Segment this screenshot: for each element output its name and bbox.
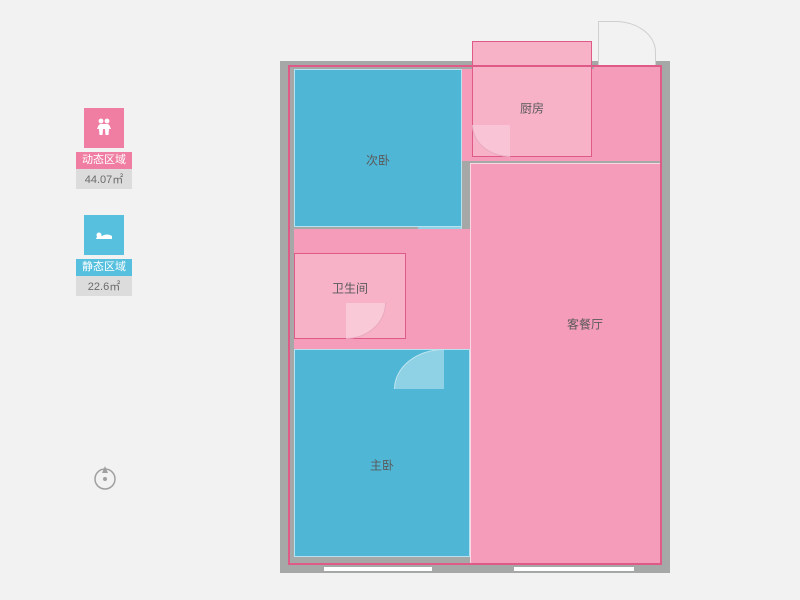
wall-pink-right: [660, 65, 662, 565]
legend-dynamic-icon-box: [84, 108, 124, 148]
window-bottom-left: [324, 567, 432, 571]
legend-item-dynamic: 动态区域 44.07㎡: [76, 108, 132, 189]
room-second-bedroom: 次卧: [294, 69, 462, 227]
wall-pink-top: [288, 65, 662, 67]
wall-pink-left: [288, 65, 290, 565]
entry-hall: [594, 65, 662, 161]
legend-static-label: 静态区域: [76, 259, 132, 276]
bathroom-label: 卫生间: [332, 279, 368, 296]
living-dining-label: 客餐厅: [567, 316, 603, 333]
floorplan-container: 客餐厅 厨房 次卧 卫生间 主卧: [280, 25, 670, 573]
room-living-dining: 客餐厅: [470, 163, 662, 565]
second-bedroom-label: 次卧: [366, 152, 390, 169]
legend-static-icon-box: [84, 215, 124, 255]
wall-pink-bottom: [288, 563, 662, 565]
legend-dynamic-value: 44.07㎡: [76, 169, 132, 189]
entry-door-arc: [598, 21, 656, 65]
master-bedroom-label: 主卧: [370, 457, 394, 474]
sleep-icon: [92, 223, 116, 247]
legend-static-value: 22.6㎡: [76, 276, 132, 296]
legend-item-static: 静态区域 22.6㎡: [76, 215, 132, 296]
legend-dynamic-label: 动态区域: [76, 152, 132, 169]
kitchen-label: 厨房: [520, 100, 544, 117]
window-bottom-right: [514, 567, 634, 571]
people-icon: [92, 116, 116, 140]
compass-icon: [90, 462, 120, 497]
legend-panel: 动态区域 44.07㎡ 静态区域 22.6㎡: [76, 108, 132, 322]
